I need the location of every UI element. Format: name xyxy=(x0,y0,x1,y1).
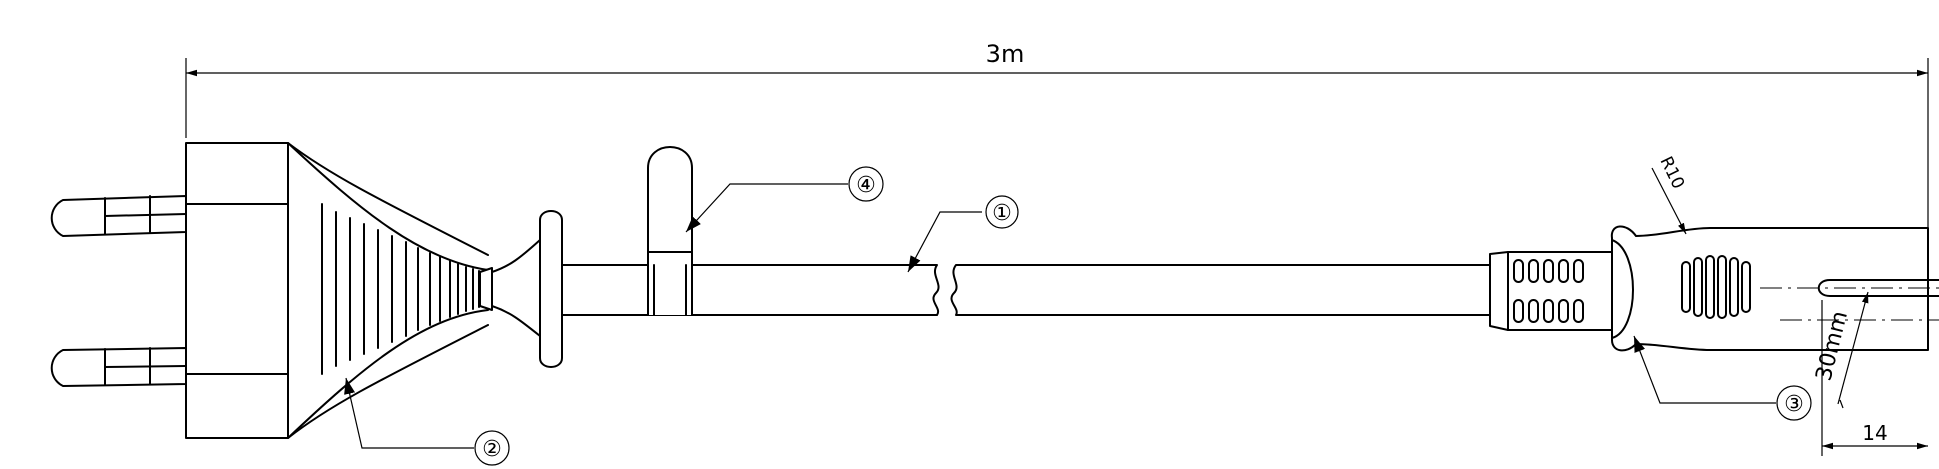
overall-length-label: 3m xyxy=(986,40,1025,68)
width-label: 14 xyxy=(1862,421,1887,445)
plug-flange xyxy=(539,210,563,368)
plug-neck xyxy=(491,239,541,337)
callout-3-label: ③ xyxy=(1784,392,1804,417)
plug-pin-lower xyxy=(50,347,187,387)
cable-tie xyxy=(647,146,693,316)
overall-length-dimension: 3m xyxy=(185,40,1929,268)
width-dimension: 14 xyxy=(1821,300,1928,456)
callout-4-label: ④ xyxy=(856,173,876,198)
plug-pin-upper xyxy=(50,195,187,237)
cable xyxy=(561,264,1491,316)
callout-3: ③ xyxy=(1633,335,1812,421)
connector-grip-slots xyxy=(1681,255,1751,319)
callout-2: ② xyxy=(344,377,510,466)
radius-label: R10 xyxy=(1656,153,1689,192)
plug-face xyxy=(185,142,289,439)
callout-2-label: ② xyxy=(482,437,502,462)
callout-4: ④ xyxy=(685,166,884,233)
plug-grip-ribs xyxy=(321,203,480,375)
strain-relief-slots xyxy=(1513,259,1584,323)
iec-c7-connector xyxy=(1489,225,1939,352)
radius-dimension: R10 xyxy=(1651,153,1689,235)
callout-1-label: ① xyxy=(992,201,1012,226)
callout-1: ① xyxy=(907,195,1019,273)
euro-plug xyxy=(50,142,563,439)
